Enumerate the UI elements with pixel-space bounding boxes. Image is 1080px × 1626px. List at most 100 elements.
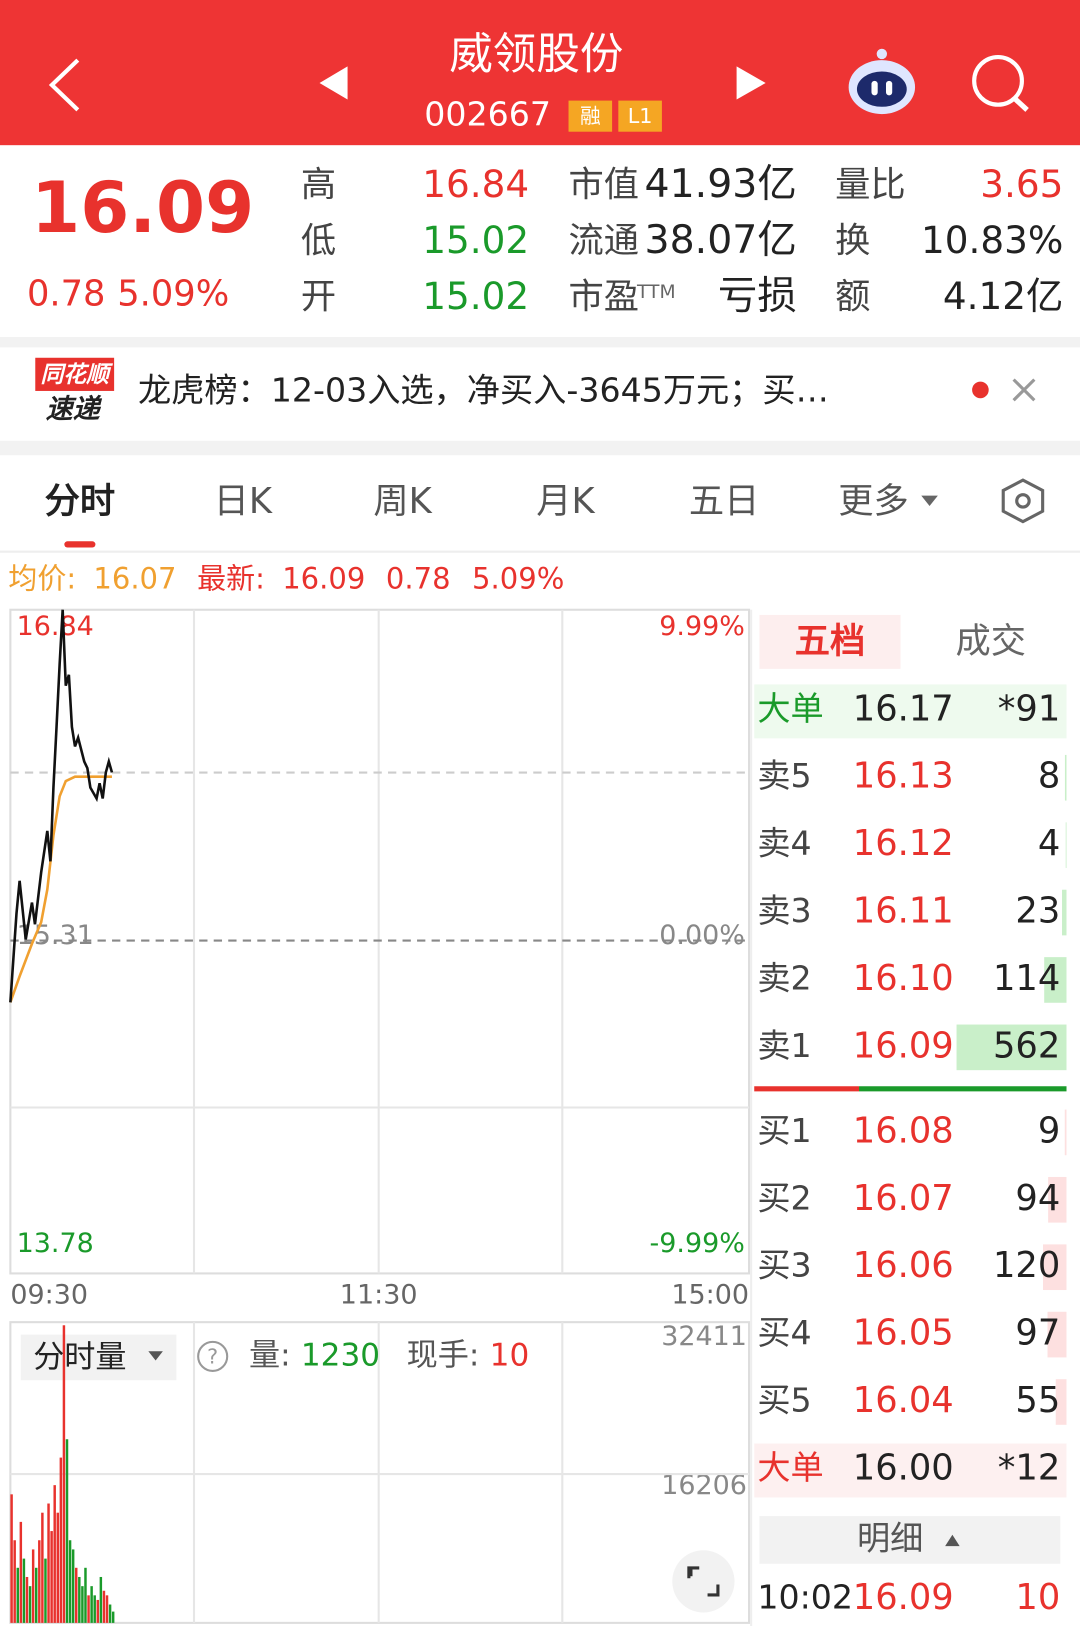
book-label: 买5 <box>757 1381 811 1420</box>
volume-bar <box>25 1576 29 1623</box>
expand-button[interactable] <box>672 1550 735 1613</box>
search-button[interactable] <box>972 54 1029 112</box>
volume-bar <box>71 1549 75 1623</box>
time-label: 11:30 <box>340 1280 418 1311</box>
avg-label: 均价: <box>8 562 76 596</box>
close-banner[interactable] <box>1012 378 1036 402</box>
volume-bar <box>75 1567 78 1623</box>
book-price: 16.12 <box>853 823 954 864</box>
badge: 融 <box>580 104 601 128</box>
dropdown-arrow <box>148 1351 163 1361</box>
depth-bar <box>1064 754 1067 801</box>
depth-bar <box>1047 1311 1067 1358</box>
axis-label: 13.78 <box>17 1228 94 1259</box>
stat-value: 4.12亿 <box>943 274 1063 318</box>
stat-value: 3.65 <box>980 162 1063 206</box>
tab[interactable]: 分时 <box>45 481 116 522</box>
trade-volume: 10 <box>1015 1577 1060 1618</box>
volume-bar <box>38 1540 41 1623</box>
divider <box>0 440 1080 456</box>
help-icon-mark: ? <box>207 1344 218 1368</box>
next-stock[interactable] <box>736 66 766 100</box>
detail-button-label: 明细 <box>857 1518 923 1557</box>
volume-bar <box>28 1586 32 1623</box>
settings-button[interactable] <box>1001 478 1045 524</box>
badge-bg <box>568 100 613 132</box>
book-volume: 94 <box>1015 1178 1060 1219</box>
avg-line <box>9 775 112 1003</box>
volume-bar <box>65 1439 69 1623</box>
last-price: 16.09 <box>31 167 254 249</box>
stat-label: 量比 <box>835 165 906 206</box>
book-tab: 五档 <box>795 621 866 662</box>
hand-value: 10 <box>490 1337 530 1373</box>
book-volume: *91 <box>998 688 1060 729</box>
book-label: 卖2 <box>757 958 811 997</box>
change-pct: 5.09% <box>472 562 564 596</box>
book-price: 16.11 <box>853 891 954 932</box>
volume-bar <box>105 1595 109 1623</box>
tab[interactable]: 日K <box>214 481 273 522</box>
volume-bar <box>102 1590 106 1623</box>
volume-bar <box>19 1521 23 1623</box>
depth-bar <box>956 1024 1067 1071</box>
stat-label: 换 <box>835 221 870 262</box>
stat-label: 市盈 <box>569 277 640 318</box>
book-tab-active[interactable] <box>759 614 901 669</box>
hand-label: 现手: <box>407 1337 480 1373</box>
volume-bar <box>62 1325 66 1623</box>
book-volume: 55 <box>1015 1380 1060 1421</box>
book-label: 卖5 <box>757 756 811 795</box>
stat-label: 市值 <box>569 165 640 206</box>
tab[interactable]: 月K <box>536 481 595 522</box>
stock-name: 威领股份 <box>449 30 623 80</box>
badge-bg <box>618 100 662 132</box>
divider <box>0 337 1080 348</box>
axis-label: -9.99% <box>650 1228 745 1259</box>
detail-button[interactable] <box>759 1516 1061 1564</box>
book-label: 买1 <box>757 1111 811 1150</box>
brand-name: 同花顺 <box>40 362 113 388</box>
book-label: 大单 <box>757 689 823 728</box>
help-icon[interactable] <box>197 1340 229 1372</box>
price-pct: 5.09% <box>117 274 229 315</box>
book-volume: 8 <box>1038 756 1060 797</box>
back-button[interactable] <box>48 58 80 112</box>
detail-arrow <box>945 1534 960 1547</box>
depth-bar <box>1064 1109 1067 1156</box>
stat-value: 15.02 <box>422 218 529 262</box>
volume-bar <box>108 1604 112 1623</box>
stat-value: 亏损 <box>718 273 797 319</box>
book-price: 16.13 <box>853 756 954 797</box>
axis-label: 9.99% <box>659 611 745 642</box>
book-label: 买3 <box>757 1246 811 1285</box>
book-label: 卖4 <box>757 824 811 863</box>
prev-stock[interactable] <box>319 66 348 100</box>
time-label: 15:00 <box>671 1280 749 1311</box>
depth-bar <box>1044 957 1067 1003</box>
volume-bar <box>96 1599 100 1623</box>
price-line <box>9 609 114 1003</box>
depth-bar <box>1055 1379 1067 1425</box>
last-price: 16.09 <box>282 562 365 596</box>
selector: 分时量 <box>33 1339 126 1375</box>
volume-bar <box>87 1595 90 1623</box>
unread-dot <box>972 381 989 399</box>
tab[interactable]: 五日 <box>689 481 760 522</box>
stat-value: 16.84 <box>422 162 529 206</box>
selector-bg[interactable] <box>20 1334 177 1381</box>
stat-value: 41.93亿 <box>645 161 797 207</box>
volume-bar <box>68 1540 72 1623</box>
stat-label: 高 <box>301 165 336 206</box>
volume-bar <box>31 1549 35 1623</box>
robot-icon[interactable] <box>848 48 916 115</box>
book-price: 16.08 <box>853 1110 954 1151</box>
tab[interactable]: 更多 <box>838 481 909 522</box>
depth-bar <box>1062 889 1067 936</box>
volume-bar <box>93 1595 96 1623</box>
book-volume: *12 <box>998 1447 1060 1488</box>
volume-bar <box>53 1485 56 1623</box>
settings-dot <box>1015 493 1031 509</box>
tab[interactable]: 周K <box>373 481 432 522</box>
